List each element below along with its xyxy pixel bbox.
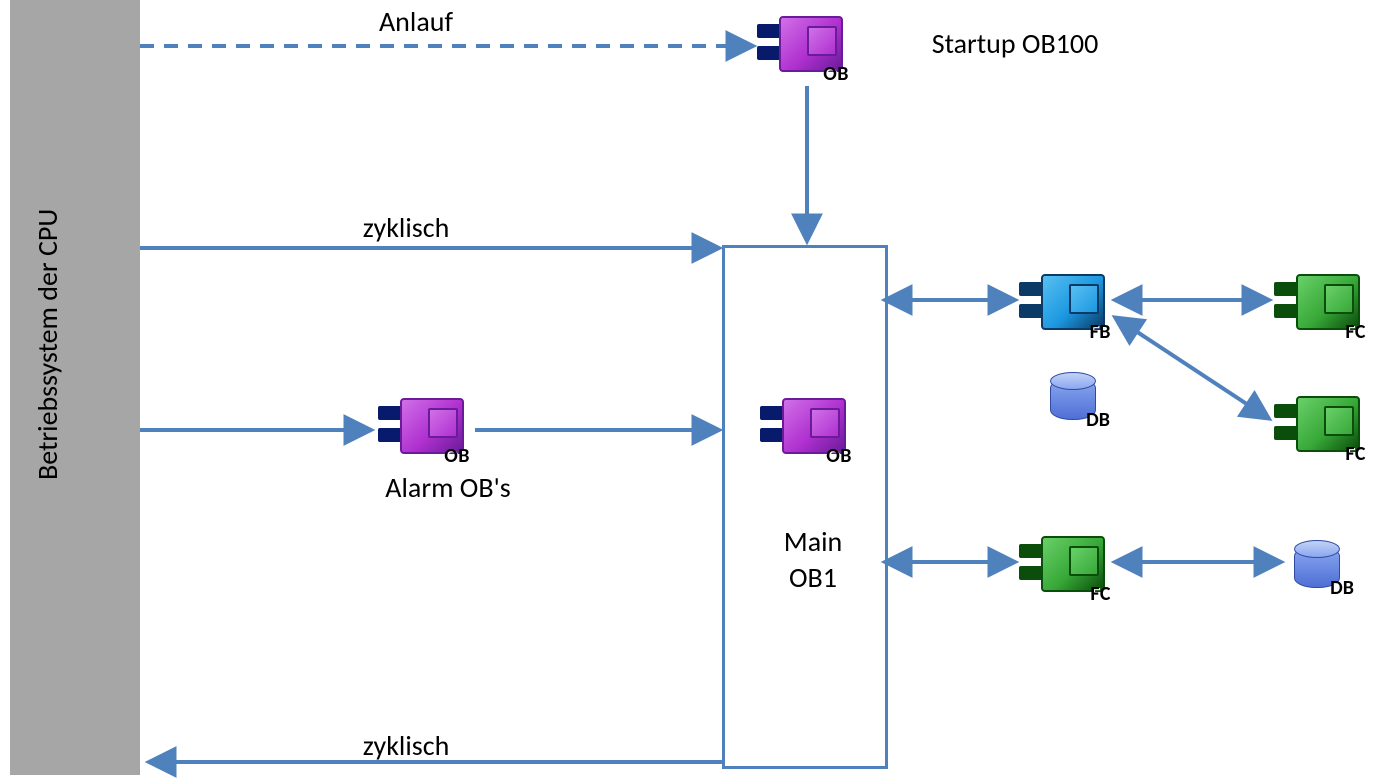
label-ob1: OB1 — [763, 560, 863, 595]
arrow-layer — [0, 0, 1391, 784]
db-fb-icon: DB — [1046, 370, 1102, 426]
label-zyklisch-top: zyklisch — [336, 210, 476, 245]
label-anlauf: Anlauf — [346, 4, 486, 39]
db-right-icon: DB — [1290, 538, 1346, 594]
diagram-stage: Betriebssystem der CPU Anlauf Startup OB… — [0, 0, 1391, 784]
ob-alarm-icon: OB — [378, 392, 468, 464]
fc-top-icon: FC — [1274, 268, 1364, 340]
cpu-os-label: Betriebssystem der CPU — [30, 209, 65, 480]
main-ob1-box — [722, 245, 888, 769]
fc-bottom-icon: FC — [1019, 530, 1109, 602]
arrow-fb_fc_mid — [1116, 318, 1268, 418]
label-startup-ob100: Startup OB100 — [895, 26, 1135, 61]
ob-main-icon: OB — [760, 392, 850, 464]
fb-icon: FB — [1019, 268, 1109, 340]
label-zyklisch-bot: zyklisch — [336, 728, 476, 763]
fc-mid-icon: FC — [1274, 390, 1364, 462]
label-alarm-obs: Alarm OB's — [348, 470, 548, 505]
label-main: Main — [763, 524, 863, 559]
ob-startup-icon: OB — [757, 10, 847, 82]
